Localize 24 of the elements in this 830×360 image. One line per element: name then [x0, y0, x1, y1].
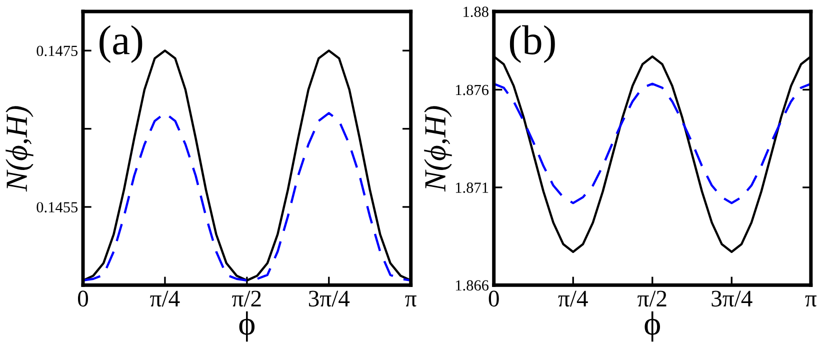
y-tick-label: 1.871: [456, 182, 488, 193]
y-tick-label: 1.88: [464, 6, 488, 18]
annotation: (a): [100, 25, 142, 63]
x-tick-label: π/2: [232, 290, 261, 307]
y-axis-title: N(ϕ,H): [6, 106, 34, 192]
x-tick-label: 3π/4: [712, 290, 752, 307]
y-tick-label: 1.866: [456, 280, 489, 291]
x-axis-title: ϕ: [644, 311, 660, 342]
x-tick-label: π: [805, 296, 817, 307]
annotation: (b): [510, 25, 555, 63]
y-tick-label: 0.1475: [36, 46, 78, 56]
x-tick-label: π/4: [150, 290, 180, 307]
y-tick-label: 0.1455: [36, 202, 78, 212]
x-tick-label: 3π/4: [308, 290, 350, 307]
line-series: [494, 82, 811, 204]
y-axis-title: N(ϕ,H): [424, 106, 452, 192]
y-tick-label: 1.876: [456, 84, 489, 96]
x-tick-label: π: [405, 296, 416, 307]
line-series: [83, 112, 411, 282]
x-tick-label: 0: [78, 290, 88, 307]
x-tick-label: π/4: [558, 290, 588, 307]
x-axis-title: ϕ: [239, 311, 255, 342]
x-tick-label: π/2: [638, 290, 666, 307]
x-tick-label: 0: [488, 290, 499, 307]
